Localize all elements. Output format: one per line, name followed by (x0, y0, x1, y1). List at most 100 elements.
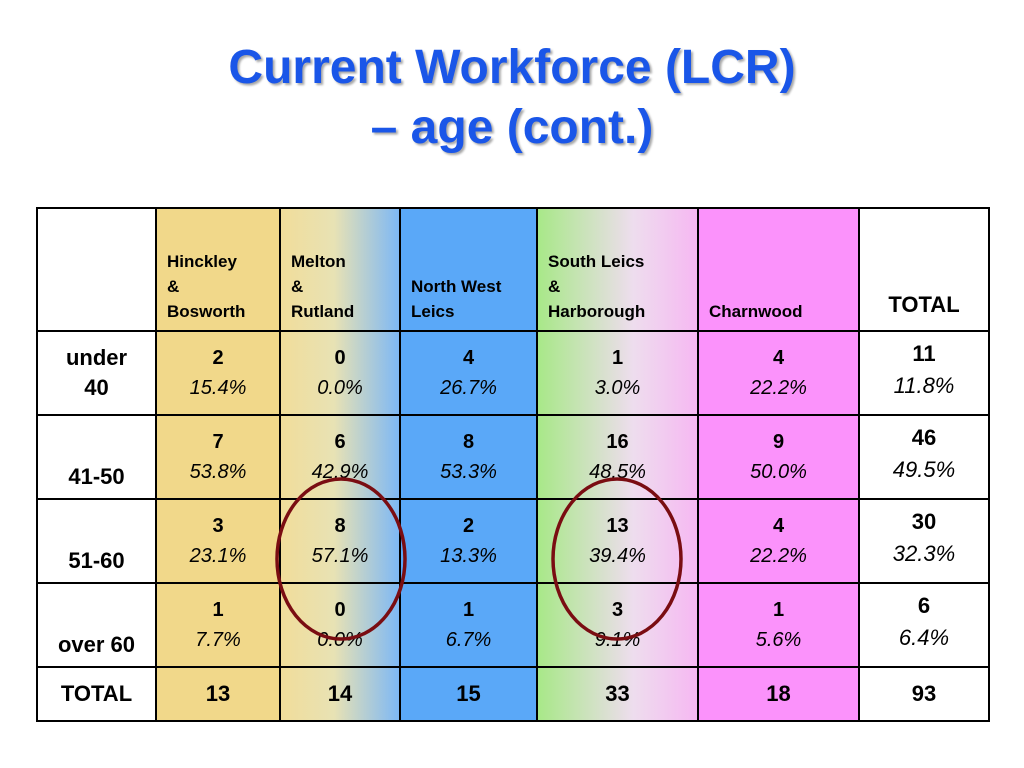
table-cell: 13 39.4% (536, 498, 699, 584)
cell-percent: 48.5% (589, 461, 646, 483)
row-total-percent: 11.8% (893, 373, 955, 398)
cell-count: 2 (212, 347, 224, 369)
row-label-41-50: 41-50 (36, 414, 157, 500)
row-total-percent: 6.4% (898, 625, 950, 650)
table-row-under-40: under 40 2 15.4% 0 0.0% 4 26.7% 1 3.0% 4 22.2… (36, 330, 990, 416)
table-cell: 0 0.0% (279, 582, 401, 668)
column-header-line: Hinckley (167, 252, 237, 271)
column-header-line: & (167, 277, 180, 296)
cell-count: 9 (772, 431, 785, 453)
grand-total: 93 (858, 666, 990, 722)
cell-count: 7 (212, 431, 224, 453)
cell-percent: 26.7% (440, 377, 497, 399)
column-header-total: TOTAL (858, 207, 990, 332)
row-total-count: 30 (911, 509, 937, 534)
column-total: 15 (399, 666, 538, 722)
column-header-line: North West (411, 277, 502, 296)
cell-count: 2 (462, 515, 475, 537)
table-cell: 1 6.7% (399, 582, 538, 668)
table-cell: 4 26.7% (399, 330, 538, 416)
column-header-hinckley-bosworth: Hinckley & Bosworth (155, 207, 281, 332)
table-cell: 0 0.0% (279, 330, 401, 416)
column-header-line: & (548, 277, 561, 296)
column-header-north-west-leics: North West Leics (399, 207, 538, 332)
row-total-cell: 46 49.5% (858, 414, 990, 500)
table-cell: 7 53.8% (155, 414, 281, 500)
cell-percent: 7.7% (195, 629, 241, 651)
slide-title-line1: Current Workforce (LCR) (228, 41, 796, 94)
row-total-count: 46 (911, 425, 937, 450)
table-cell: 8 57.1% (279, 498, 401, 584)
column-header-line: South Leics (548, 252, 645, 271)
column-total: 13 (155, 666, 281, 722)
cell-count: 8 (334, 515, 346, 537)
table-cell: 2 15.4% (155, 330, 281, 416)
cell-count: 4 (462, 347, 475, 369)
row-label-line: under (65, 345, 128, 370)
table-cell: 1 5.6% (697, 582, 860, 668)
table-cell: 3 23.1% (155, 498, 281, 584)
column-header-charnwood: Charnwood (697, 207, 860, 332)
row-total-count: 11 (912, 341, 936, 366)
cell-percent: 0.0% (317, 629, 363, 651)
table-cell: 4 22.2% (697, 330, 860, 416)
cell-count: 16 (606, 431, 629, 453)
column-header-line: Leics (411, 302, 455, 321)
column-header-line: Charnwood (709, 302, 803, 321)
cell-count: 1 (212, 599, 224, 621)
table-header-row: Hinckley & Bosworth Melton & Rutland Nor… (36, 207, 990, 332)
table-cell: 1 7.7% (155, 582, 281, 668)
cell-percent: 50.0% (750, 461, 807, 483)
table-row-51-60: 51-60 3 23.1% 8 57.1% 2 13.3% 13 39.4% 4 22.2… (36, 498, 990, 584)
cell-percent: 13.3% (440, 545, 497, 567)
column-header-line: Melton (291, 252, 346, 271)
table-cell: 1 3.0% (536, 330, 699, 416)
cell-percent: 42.9% (311, 461, 369, 483)
cell-count: 4 (772, 347, 785, 369)
row-total-percent: 32.3% (892, 541, 956, 566)
cell-percent: 0.0% (317, 377, 363, 399)
cell-percent: 15.4% (189, 377, 247, 399)
row-label-51-60: 51-60 (36, 498, 157, 584)
table-cell: 9 50.0% (697, 414, 860, 500)
cell-percent: 53.8% (189, 461, 247, 483)
cell-count: 1 (462, 599, 475, 621)
cell-count: 1 (611, 347, 624, 369)
cell-percent: 23.1% (189, 545, 247, 567)
row-total-cell: 11 11.8% (858, 330, 990, 416)
column-total: 14 (279, 666, 401, 722)
cell-count: 8 (462, 431, 475, 453)
table-row-41-50: 41-50 7 53.8% 6 42.9% 8 53.3% 16 48.5% 9 50.0… (36, 414, 990, 500)
cell-count: 3 (611, 599, 624, 621)
column-total: 18 (697, 666, 860, 722)
row-total-count: 6 (917, 593, 931, 618)
cell-percent: 57.1% (311, 545, 369, 567)
cell-percent: 5.6% (755, 629, 802, 651)
column-header-south-leics-harborough: South Leics & Harborough (536, 207, 699, 332)
column-header-line: & (291, 277, 304, 296)
table-cell: 6 42.9% (279, 414, 401, 500)
cell-count: 0 (334, 599, 346, 621)
table-total-row: TOTAL 13 14 15 33 18 93 (36, 666, 990, 722)
row-total-percent: 49.5% (892, 457, 956, 482)
table-cell: 16 48.5% (536, 414, 699, 500)
cell-count: 13 (606, 515, 629, 537)
total-row-label: TOTAL (36, 666, 157, 722)
cell-percent: 22.2% (750, 377, 807, 399)
table-cell: 8 53.3% (399, 414, 538, 500)
cell-count: 4 (772, 515, 785, 537)
slide-title: Current Workforce (LCR) – age (cont.) (0, 38, 1024, 158)
column-total: 33 (536, 666, 699, 722)
cell-percent: 39.4% (589, 545, 646, 567)
row-total-cell: 30 32.3% (858, 498, 990, 584)
column-header-line: Rutland (291, 302, 355, 321)
cell-percent: 3.0% (594, 377, 641, 399)
table-cell: 2 13.3% (399, 498, 538, 584)
cell-count: 6 (334, 431, 346, 453)
row-label-over-60: over 60 (36, 582, 157, 668)
row-label-under-40: under 40 (36, 330, 157, 416)
cell-percent: 6.7% (445, 629, 492, 651)
cell-count: 3 (212, 515, 224, 537)
row-label-line: 40 (84, 375, 109, 400)
